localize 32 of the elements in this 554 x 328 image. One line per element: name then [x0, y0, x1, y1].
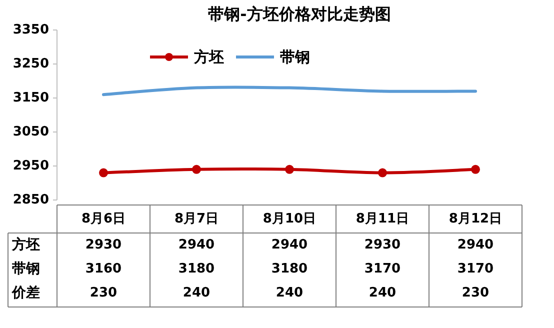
data-label: 3160	[85, 262, 122, 276]
x-tick-label: 8月12日	[448, 212, 502, 226]
data-label: 2940	[271, 238, 308, 252]
y-tick-label: 3250	[12, 56, 49, 72]
text: 240	[368, 286, 396, 300]
text: 带钢	[12, 261, 40, 277]
text: 240	[276, 286, 304, 300]
chart-title: 带钢-方坯价格对比走势图	[208, 4, 391, 24]
y-tick-label: 2950	[12, 158, 49, 174]
y-tick-label: 3150	[12, 90, 49, 106]
data-label: 2930	[85, 238, 122, 252]
data-label: 2940	[178, 238, 215, 252]
x-tick-label: 8月11日	[356, 212, 410, 226]
legend-label: 带钢	[280, 48, 310, 66]
text: 230	[462, 286, 490, 300]
x-tick-label: 8月6日	[81, 212, 126, 226]
data-label: 3180	[271, 262, 308, 276]
data-label: 3180	[178, 262, 215, 276]
data-label: 3170	[457, 262, 494, 276]
data-label: 2930	[364, 238, 401, 252]
text: 240	[182, 286, 210, 300]
x-tick-label: 8月7日	[174, 212, 219, 226]
text: 价差	[11, 285, 40, 301]
y-tick-label: 3350	[12, 22, 49, 38]
data-label: 2940	[457, 238, 494, 252]
y-tick-label: 2850	[12, 192, 49, 208]
legend-label: 方坯	[193, 48, 224, 66]
y-tick-label: 3050	[12, 124, 49, 140]
text: 方坯	[12, 237, 40, 253]
data-label: 3170	[364, 262, 401, 276]
x-tick-label: 8月10日	[262, 212, 316, 226]
text: 230	[90, 286, 118, 300]
